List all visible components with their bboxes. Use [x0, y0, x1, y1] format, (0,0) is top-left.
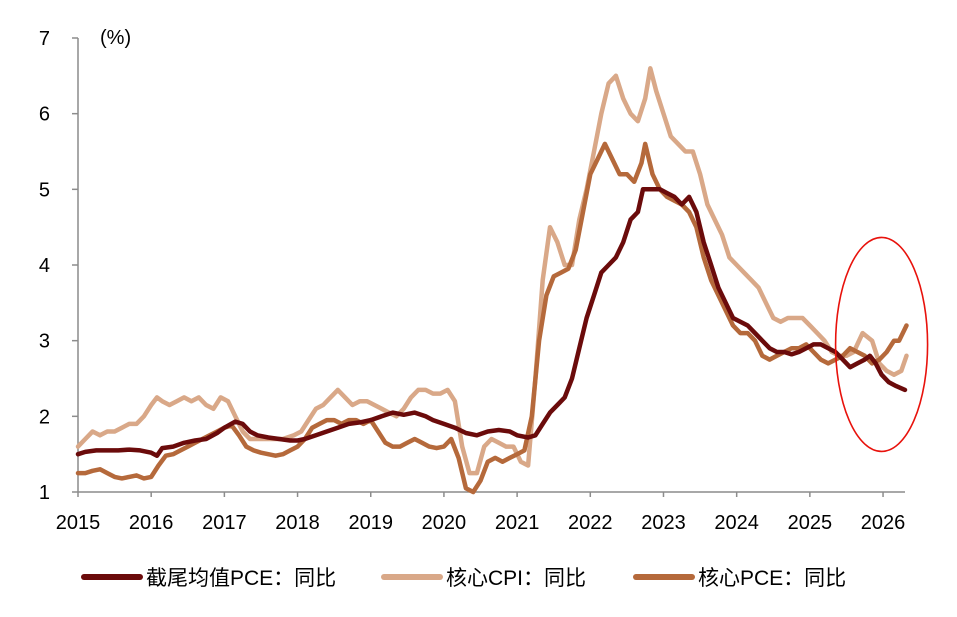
y-tick-label: 4 [39, 255, 50, 277]
y-axis-unit-label: (%) [100, 27, 131, 49]
x-tick-label: 2023 [641, 512, 686, 534]
y-tick-label: 6 [39, 104, 50, 126]
series-lines [75, 66, 909, 495]
legend-label-1: 截尾均值PCE：同比 [146, 567, 336, 590]
x-tick-label: 2026 [861, 512, 906, 534]
series-line-1 [75, 187, 908, 458]
y-tick-label: 3 [39, 331, 50, 353]
axes [72, 37, 905, 497]
legend-label-3: 核心PCE：同比 [698, 567, 846, 590]
legend: 截尾均值PCE：同比 核心CPI：同比 核心PCE：同比 [81, 567, 846, 590]
x-tick-label: 2022 [568, 512, 613, 534]
y-tick-label: 1 [39, 482, 50, 504]
x-tick-label: 2021 [495, 512, 540, 534]
x-tick-label: 2025 [788, 512, 833, 534]
legend-label-2: 核心CPI：同比 [446, 567, 586, 590]
y-tick-label: 7 [39, 28, 50, 50]
x-tick-label: 2016 [129, 512, 174, 534]
x-tick-label: 2015 [56, 512, 101, 534]
y-tick-label: 5 [39, 179, 50, 201]
x-tick-label: 2020 [422, 512, 467, 534]
tick-labels: 1 2 3 4 5 6 7 2015 2016 2017 2018 2019 2020 2021 2022 2… [39, 28, 905, 534]
series-line-2 [75, 66, 909, 476]
x-tick-label: 2018 [275, 512, 320, 534]
highlight-ellipse [834, 236, 929, 453]
y-tick-label: 2 [39, 406, 50, 428]
x-tick-label: 2019 [348, 512, 393, 534]
x-tick-label: 2017 [202, 512, 247, 534]
x-tick-label: 2024 [714, 512, 759, 534]
